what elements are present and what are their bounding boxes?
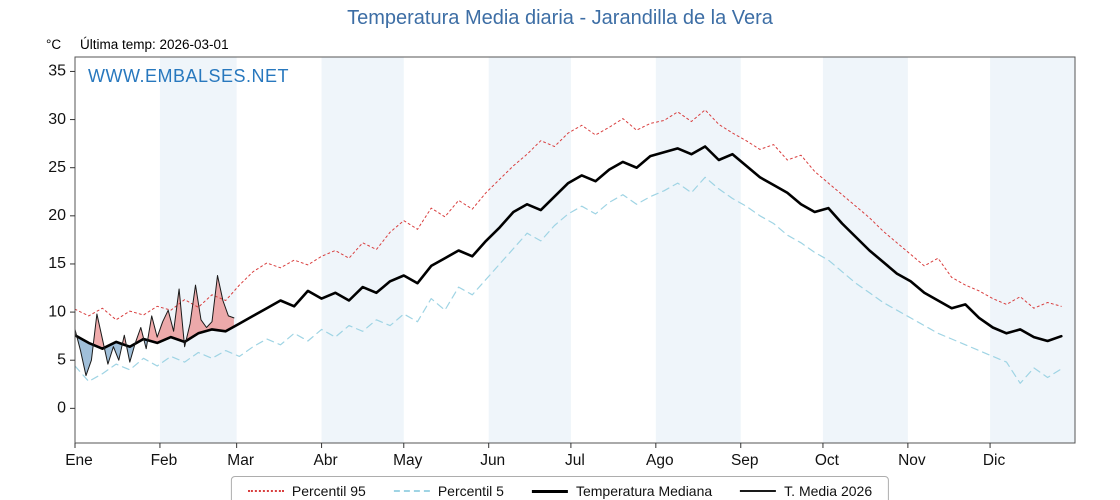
month-band <box>822 57 908 443</box>
y-tick-label: 35 <box>48 63 66 80</box>
percentil-5-line-sample <box>393 490 430 492</box>
y-tick-label: 30 <box>48 111 66 128</box>
legend-label-percentil-95: Percentil 95 <box>291 483 366 499</box>
mediana-line-sample <box>531 489 568 493</box>
media-2026-line-sample <box>740 490 777 492</box>
legend-label-mediana: Temperatura Mediana <box>575 483 713 499</box>
month-band <box>321 57 404 443</box>
x-tick-label: Jun <box>480 452 505 469</box>
series-percentil-5-line <box>75 176 1062 384</box>
month-band <box>990 57 1075 443</box>
series-temperatura-mediana-line <box>75 145 1063 350</box>
fill-above-median <box>75 275 234 349</box>
legend-item-media-2026: T. Media 2026 <box>740 483 872 499</box>
series-group <box>75 109 1063 384</box>
last-temp-label: Última temp: 2026-03-01 <box>80 37 229 52</box>
legend-item-mediana: Temperatura Mediana <box>531 483 713 499</box>
y-tick-label: 20 <box>48 207 66 224</box>
x-tick-label: Mar <box>227 452 254 469</box>
month-band <box>159 57 237 443</box>
y-tick-label: 10 <box>48 303 66 320</box>
x-tick-label: Sep <box>731 452 759 469</box>
x-tick-label: May <box>393 452 423 469</box>
plot-frame <box>74 56 1076 444</box>
legend-label-media-2026: T. Media 2026 <box>784 483 873 499</box>
x-tick-label: Ene <box>65 452 93 469</box>
fill-below-median <box>75 326 234 376</box>
legend-item-percentil-95: Percentil 95 <box>247 483 366 499</box>
y-tick-label: 5 <box>57 351 66 368</box>
y-tick-label: 0 <box>57 400 66 417</box>
x-tick-label: Dic <box>983 452 1006 469</box>
chart-legend: Percentil 95 Percentil 5 Temperatura Med… <box>230 476 890 500</box>
percentil-95-line-sample <box>247 490 284 492</box>
x-tick-label: Ago <box>646 452 674 469</box>
x-tick-label: Abr <box>314 452 338 469</box>
y-tick-label: 25 <box>48 159 66 176</box>
series-percentil-95-line <box>75 109 1062 321</box>
y-axis-unit-label: °C <box>46 37 62 52</box>
month-band <box>655 57 741 443</box>
legend-label-percentil-5: Percentil 5 <box>437 483 504 499</box>
watermark: WWW.EMBALSES.NET <box>88 66 289 86</box>
chart-title: Temperatura Media diaria - Jarandilla de… <box>347 7 773 29</box>
x-tick-label: Jul <box>565 452 585 469</box>
month-band <box>488 57 571 443</box>
legend-item-percentil-5: Percentil 5 <box>393 483 504 499</box>
x-tick-label: Nov <box>898 452 926 469</box>
y-tick-label: 15 <box>48 255 66 272</box>
series-t-media-2026-line <box>75 275 235 377</box>
x-tick-label: Feb <box>151 452 178 469</box>
x-tick-label: Oct <box>815 452 840 469</box>
